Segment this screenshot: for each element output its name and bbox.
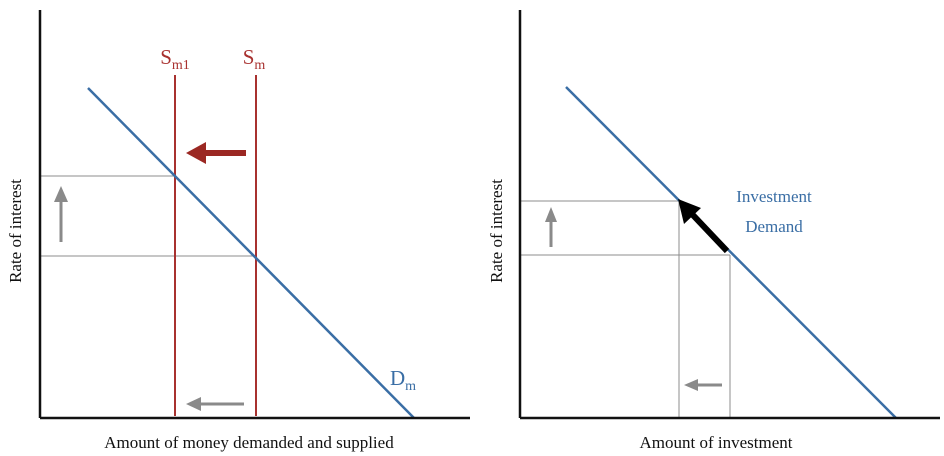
money-demand-curve	[87, 87, 415, 419]
money-supply-new-label: Sm1	[160, 45, 190, 73]
money-supply-shift-arrow	[186, 142, 246, 164]
money-quantity-fall-arrow	[186, 397, 244, 411]
investment-quantity-fall-arrow	[684, 379, 722, 391]
investment-movement-arrow	[678, 199, 730, 254]
money-market-panel: Sm1 Sm Dm Rate of interest Amount of mon…	[6, 10, 470, 452]
money-y-axis-label: Rate of interest	[6, 179, 25, 283]
investment-y-axis-label: Rate of interest	[487, 179, 506, 283]
money-supply-old-label: Sm	[243, 45, 266, 73]
money-x-axis-label: Amount of money demanded and supplied	[104, 433, 394, 452]
investment-demand-label-line1: Investment	[736, 187, 812, 206]
money-demand-label: Dm	[390, 366, 416, 394]
investment-rate-rise-arrow	[545, 207, 557, 247]
money-rate-rise-arrow	[54, 186, 68, 242]
investment-demand-label-line2: Demand	[745, 217, 803, 236]
investment-demand-curve	[565, 86, 897, 419]
investment-panel: Investment Demand Rate of interest Amoun…	[487, 10, 940, 452]
investment-x-axis-label: Amount of investment	[640, 433, 793, 452]
